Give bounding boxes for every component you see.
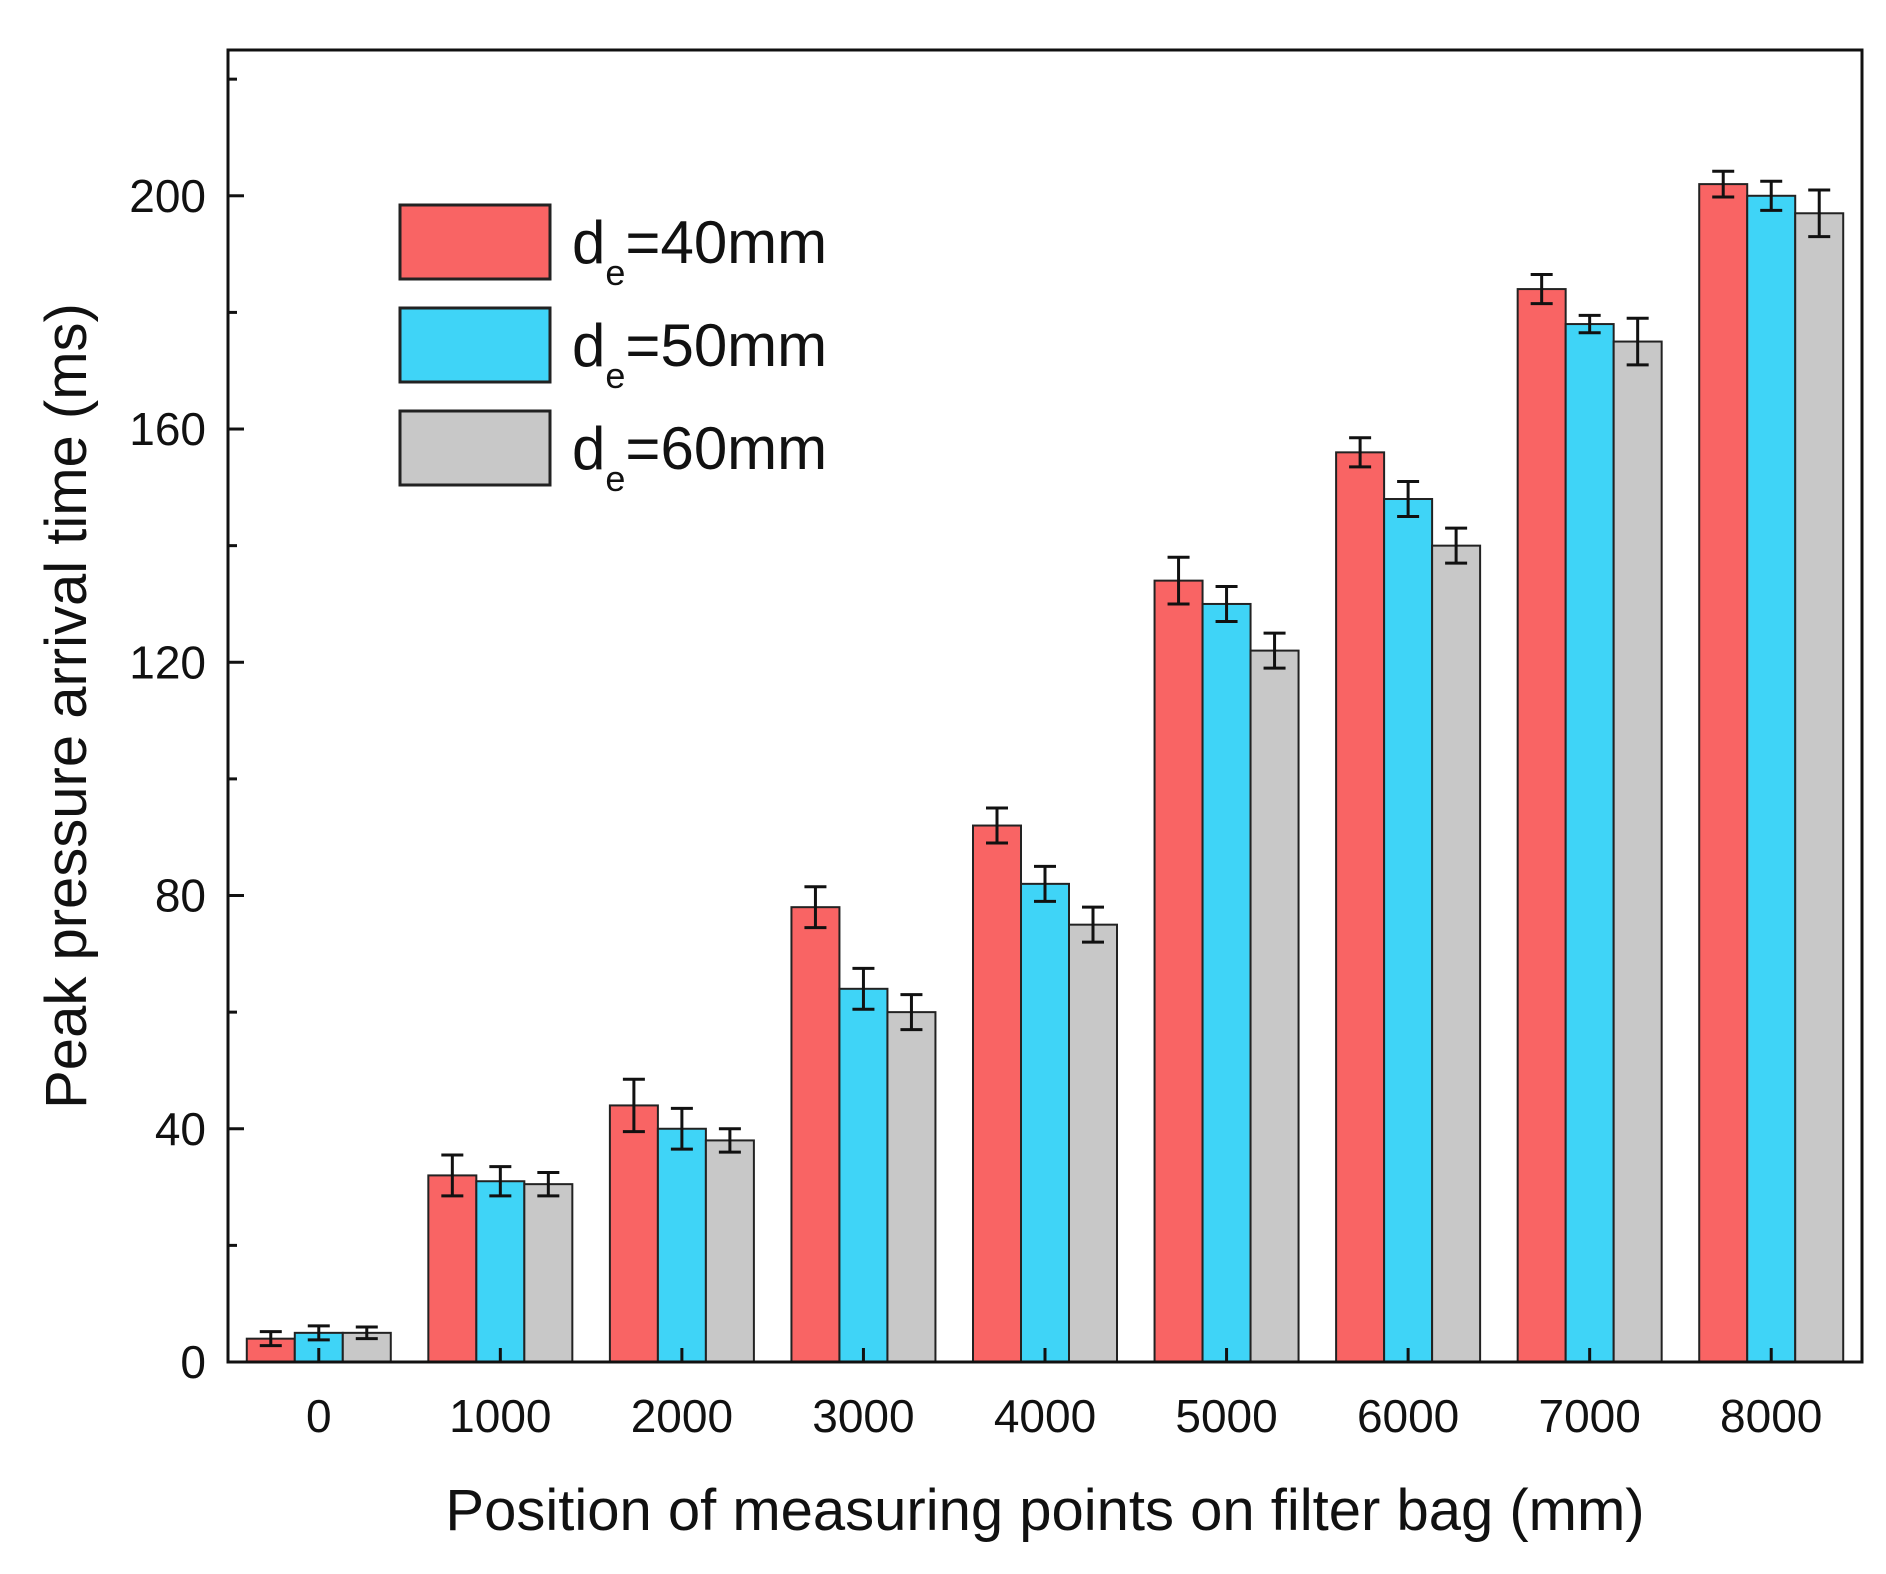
bar-d-e-40mm-1000 [427, 1174, 478, 1363]
legend-swatch [398, 306, 552, 384]
x-tick-label: 7000 [1538, 1390, 1640, 1442]
error-bar [1530, 272, 1553, 306]
error-bar [852, 966, 875, 1011]
bar-d-e-60mm-3000 [886, 1011, 937, 1364]
x-tick-label: 6000 [1357, 1390, 1459, 1442]
bar-d-e-40mm-8000 [1698, 183, 1749, 1363]
bar-d-e-50mm-7000 [1564, 323, 1615, 1363]
bars-layer [245, 183, 1845, 1364]
bar-d-e-60mm-4000 [1068, 923, 1118, 1364]
y-tick-label: 80 [155, 870, 206, 922]
error-bar [1034, 864, 1056, 903]
legend-item: de=60mm [398, 409, 827, 499]
error-bar [259, 1330, 282, 1348]
legend-swatch [398, 409, 552, 487]
bar-d-e-40mm-2000 [608, 1104, 659, 1364]
error-bar [1397, 480, 1420, 518]
legend-label: de=40mm [572, 209, 827, 293]
error-bar [1760, 179, 1783, 212]
x-tick-label: 0 [306, 1390, 332, 1442]
x-tick-label: 2000 [631, 1390, 733, 1442]
bar-d-e-50mm-6000 [1383, 497, 1434, 1363]
bar-d-e-60mm-2000 [704, 1139, 755, 1363]
error-bar [489, 1165, 512, 1198]
x-tick-label: 5000 [1175, 1390, 1277, 1442]
legend: de=40mm de=50mm de=60mm [398, 203, 827, 499]
y-tick-label: 200 [129, 170, 206, 222]
bar-d-e-50mm-3000 [838, 987, 889, 1363]
bar-d-e-60mm-5000 [1249, 649, 1300, 1363]
x-axis-title: Position of measuring points on filter b… [445, 1478, 1644, 1543]
error-bar [1578, 313, 1601, 335]
y-tick-label: 120 [129, 636, 206, 688]
bar-d-e-40mm-5000 [1153, 579, 1204, 1363]
legend-item: de=50mm [398, 306, 827, 396]
bar-d-e-60mm-8000 [1794, 212, 1845, 1363]
x-tick-label: 1000 [449, 1390, 551, 1442]
y-tick-label: 160 [129, 403, 206, 455]
error-bar [1712, 169, 1735, 199]
legend-item: de=40mm [398, 203, 827, 293]
error-bar [986, 806, 1008, 845]
legend-swatch [398, 203, 552, 281]
error-bar [622, 1077, 645, 1134]
bar-d-e-50mm-8000 [1746, 194, 1797, 1363]
x-tick-label: 3000 [812, 1390, 914, 1442]
legend-label: de=60mm [572, 415, 827, 499]
bar-d-e-40mm-3000 [790, 906, 841, 1363]
error-bar [307, 1324, 330, 1342]
x-tick-label: 8000 [1720, 1390, 1822, 1442]
bar-d-e-40mm-6000 [1335, 451, 1386, 1363]
error-bar [1808, 188, 1831, 239]
error-bar [1626, 316, 1649, 367]
legend-label: de=50mm [572, 312, 827, 396]
bar-d-e-50mm-5000 [1201, 602, 1252, 1363]
error-bar [1445, 526, 1468, 565]
error-bar [441, 1153, 464, 1198]
error-bar [670, 1106, 693, 1151]
error-bar [900, 993, 923, 1032]
bar-d-e-40mm-7000 [1516, 288, 1567, 1363]
bar-d-e-60mm-7000 [1612, 340, 1663, 1363]
error-bar [355, 1325, 378, 1341]
bar-d-e-50mm-4000 [1020, 882, 1070, 1363]
bar-d-e-60mm-1000 [523, 1183, 574, 1364]
y-tick-label: 0 [180, 1336, 206, 1388]
error-bar [718, 1127, 741, 1154]
y-tick-label: 40 [155, 1103, 206, 1155]
y-axis-title: Peak pressure arrival time (ms) [34, 303, 99, 1109]
error-bar [1082, 905, 1104, 944]
error-bar [1349, 436, 1372, 469]
error-bar [1167, 555, 1190, 606]
error-bar [1263, 631, 1286, 670]
bar-d-e-50mm-1000 [475, 1180, 526, 1364]
bar-d-e-40mm-4000 [972, 824, 1022, 1363]
x-tick-label: 4000 [994, 1390, 1096, 1442]
bar-d-e-60mm-6000 [1431, 544, 1482, 1363]
error-bars-layer [259, 169, 1831, 1348]
error-bar [537, 1170, 560, 1198]
bar-d-e-50mm-2000 [656, 1127, 707, 1364]
error-bar [1215, 584, 1238, 623]
error-bar [804, 885, 827, 930]
